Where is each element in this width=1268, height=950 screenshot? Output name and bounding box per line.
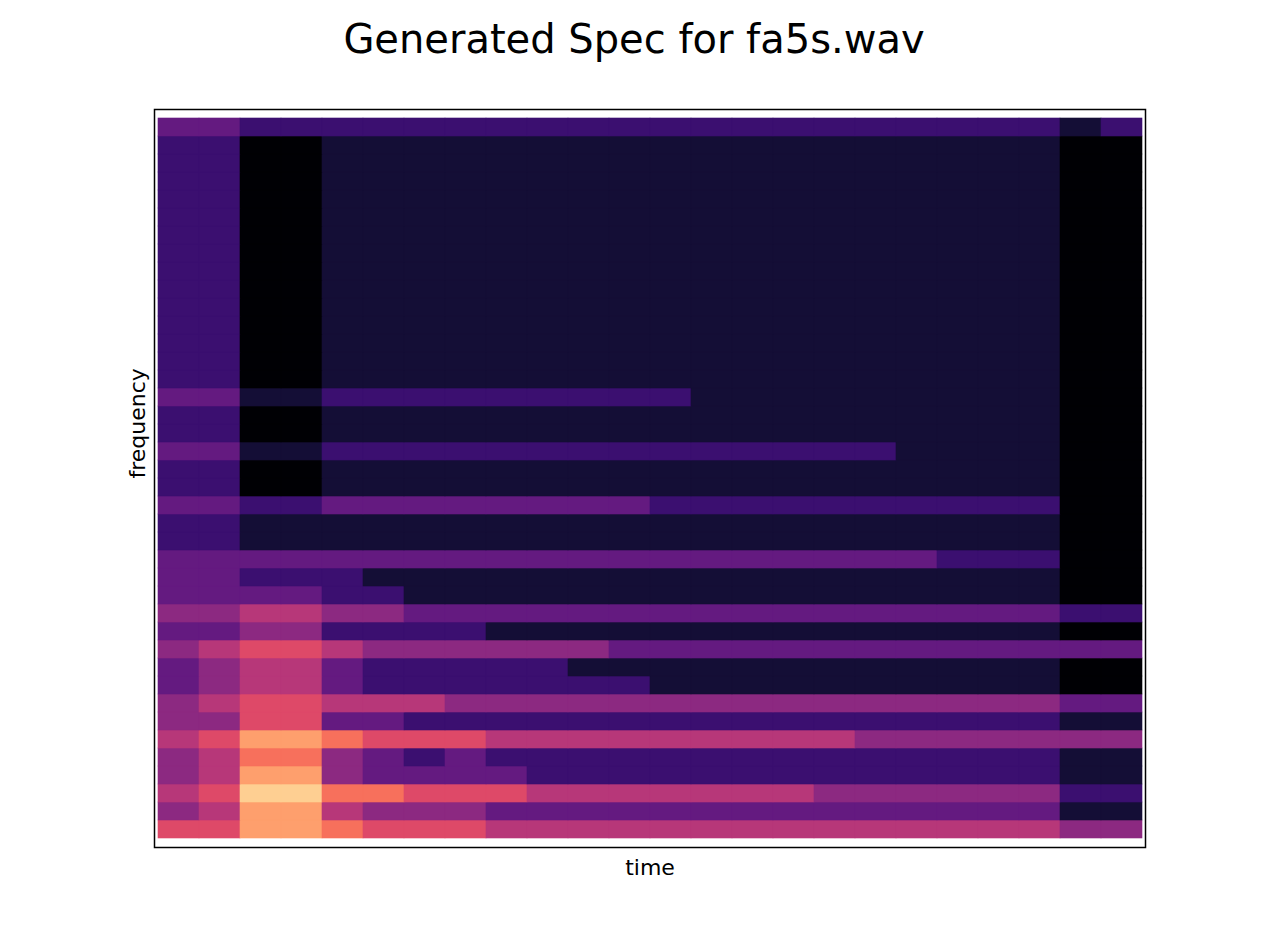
html-text:Generated Spec for fa5s.wav: Generated Spec for fa5s.wav xyxy=(343,16,925,62)
svg-text:frequency: frequency xyxy=(125,368,150,478)
svg-text:time: time xyxy=(625,855,675,880)
